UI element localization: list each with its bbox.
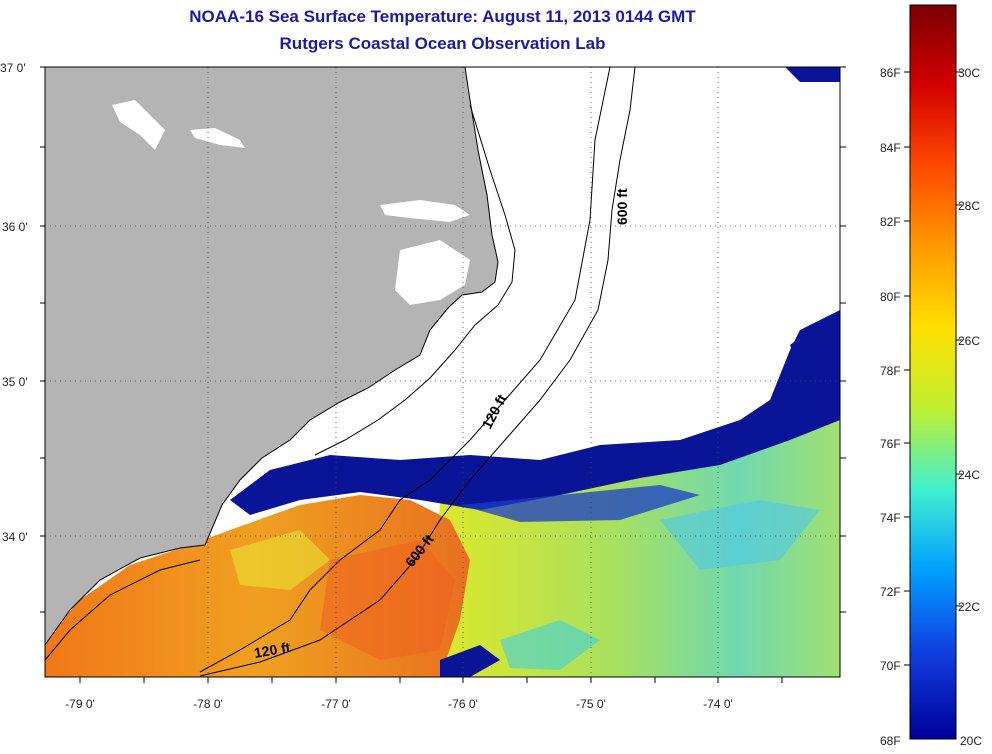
cold-streak-mid	[460, 485, 700, 522]
map-area	[45, 67, 840, 677]
barrier-islands	[314, 104, 516, 456]
colorbar-f-label: 68F	[880, 734, 901, 748]
contour-label-600ft: 600 ft	[614, 188, 630, 225]
tick-marks	[40, 66, 846, 683]
eastern-water	[430, 400, 840, 677]
lon-label: -79 0'	[65, 697, 95, 711]
colorbar-gradient	[909, 4, 957, 740]
colorbar-c-label: 26C	[958, 334, 980, 348]
lon-label: -78 0'	[193, 697, 223, 711]
colorbar-f-label: 78F	[880, 364, 901, 378]
colorbar-f-label: 82F	[880, 215, 901, 229]
contour-120ft	[199, 67, 611, 673]
colorbar-f-label: 72F	[880, 585, 901, 599]
cold-front	[230, 310, 840, 515]
lon-label: -74 0'	[703, 697, 733, 711]
contour-label-120ft: 120 ft	[253, 639, 292, 661]
lon-label: -77 0'	[321, 697, 351, 711]
contour-shelf-south	[45, 559, 201, 661]
colorbar-c-label: 28C	[958, 199, 980, 213]
coastline	[45, 67, 499, 646]
map-frame	[44, 66, 841, 678]
colorbar-f-label: 84F	[880, 141, 901, 155]
colorbar-f-label: 74F	[880, 511, 901, 525]
albemarle-sound	[380, 200, 470, 222]
colorbar-f-label: 76F	[880, 437, 901, 451]
colorbar-f-label: 86F	[880, 66, 901, 80]
colorbar-ticks	[904, 71, 962, 666]
colorbar-c-label: 20C	[960, 734, 982, 748]
colorbar: 86F 84F 82F 80F 78F 76F 74F 72F 70F 68F …	[880, 4, 982, 748]
lat-label: 35 0'	[2, 375, 28, 389]
graticule	[45, 67, 840, 677]
inland-lake-2	[190, 128, 245, 148]
yellow-patch	[230, 530, 330, 590]
pamlico-sound	[395, 240, 470, 305]
lat-label: 36 0'	[2, 220, 28, 234]
cold-patch-south	[440, 645, 500, 677]
inland-lake	[112, 100, 165, 150]
colorbar-c-label: 22C	[958, 600, 980, 614]
cyan-patch-east	[660, 500, 820, 570]
cold-patch-ne	[785, 67, 840, 82]
warm-water-core	[320, 540, 455, 660]
map-subtitle: Rutgers Coastal Ocean Observation Lab	[279, 34, 606, 53]
lat-label: 34 0'	[2, 530, 28, 544]
lat-label: 37 0'	[0, 61, 26, 75]
lon-label: -76 0'	[448, 697, 478, 711]
contour-600ft	[199, 67, 636, 677]
cyan-patch	[500, 620, 600, 670]
lon-label: -75 0'	[576, 697, 606, 711]
colorbar-f-label: 80F	[880, 290, 901, 304]
colorbar-f-label: 70F	[880, 659, 901, 673]
cold-band-upper	[790, 318, 840, 395]
map-title: NOAA-16 Sea Surface Temperature: August …	[189, 7, 696, 26]
colorbar-c-label: 24C	[958, 468, 980, 482]
colorbar-c-label: 30C	[958, 66, 980, 80]
